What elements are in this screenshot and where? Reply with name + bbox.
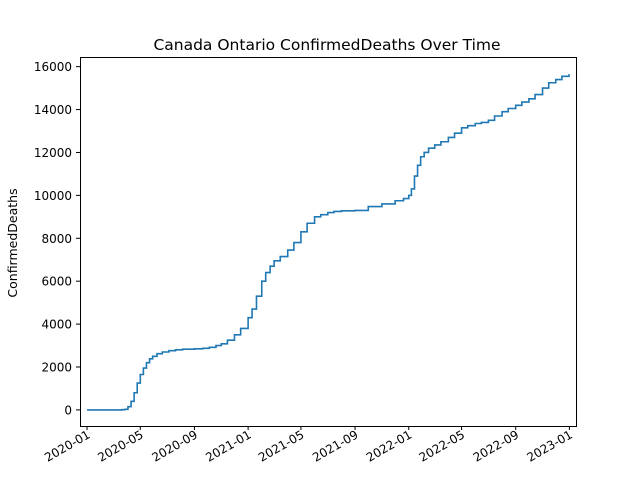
plot-frame — [80, 57, 577, 427]
series-line — [87, 74, 570, 411]
y-tick-label: 12000 — [34, 146, 72, 160]
x-tick-label: 2020-01 — [42, 427, 92, 464]
y-tick-label: 6000 — [41, 275, 72, 289]
x-tick-label: 2021-09 — [310, 427, 360, 464]
plot-area — [87, 74, 570, 411]
x-tick-label: 2023-01 — [524, 427, 574, 464]
x-tick-label: 2020-05 — [95, 427, 145, 464]
x-axis: 2020-01 2020-05 2020-09 2021-01 2021-05 2021-… — [42, 426, 575, 465]
x-tick-label: 2021-01 — [203, 427, 253, 464]
y-axis-label: ConfirmedDeaths — [5, 188, 20, 297]
y-tick-label: 0 — [64, 403, 72, 417]
y-tick-label: 16000 — [34, 60, 72, 74]
x-tick-label: 2020-09 — [150, 427, 200, 464]
y-axis: 0 2000 4000 6000 8000 10000 12000 14000 16000 — [34, 60, 80, 417]
y-tick-label: 8000 — [41, 232, 72, 246]
y-tick-label: 2000 — [41, 361, 72, 375]
chart-title: Canada Ontario ConfirmedDeaths Over Time — [153, 36, 500, 54]
x-tick-label: 2022-09 — [471, 427, 521, 464]
x-tick-label: 2022-05 — [417, 427, 467, 464]
x-tick-label: 2022-01 — [364, 427, 414, 464]
y-tick-label: 4000 — [41, 318, 72, 332]
y-tick-label: 14000 — [34, 103, 72, 117]
x-tick-label: 2021-05 — [256, 427, 306, 464]
y-tick-label: 10000 — [34, 189, 72, 203]
